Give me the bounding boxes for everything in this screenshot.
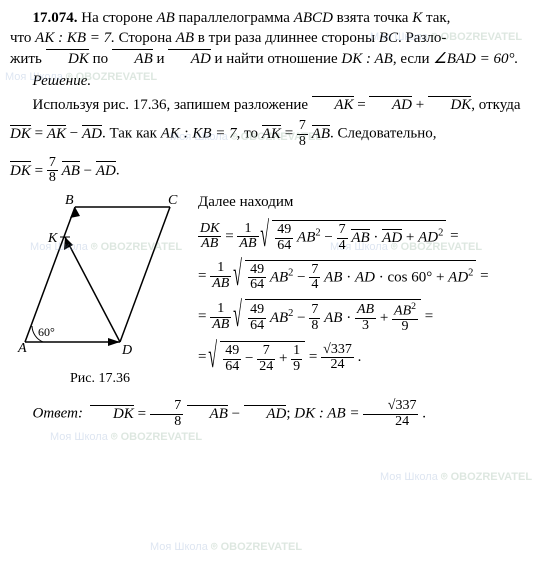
watermark: Моя Школа ⌾ OBOZREVATEL: [380, 470, 532, 485]
para-1: Используя рис. 17.36, запишем разложение…: [10, 95, 540, 115]
svg-text:60°: 60°: [38, 325, 55, 339]
figure-and-equations: A B C D K 60° Рис. 17.36 Далее находим D…: [10, 192, 540, 389]
figure-caption: Рис. 17.36: [10, 370, 190, 389]
svg-text:A: A: [17, 341, 27, 356]
watermark: Моя Школа ⌾ OBOZREVATEL: [50, 430, 202, 445]
parallelogram-svg: A B C D K 60°: [10, 192, 185, 362]
eq-line-1: DKAB = 1AB 4964 AB2 − 74 AB · AD + AD2 =: [198, 220, 540, 253]
eq-line-4: = 4964 − 724 + 19 = √33724 .: [198, 341, 540, 374]
problem-number: 17.074.: [33, 10, 78, 26]
further-text: Далее находим: [198, 192, 540, 212]
equations-column: Далее находим DKAB = 1AB 4964 AB2 − 74 A…: [190, 192, 540, 380]
svg-text:K: K: [47, 231, 58, 246]
svg-text:B: B: [65, 193, 74, 208]
para-2: DK = AK − AD. Так как AK : KB = 7, то AK…: [10, 119, 540, 149]
para-3: DK = 78 AB − AD.: [10, 156, 540, 186]
problem-statement: 17.074. На стороне AB параллелограмма AB…: [10, 8, 540, 69]
answer-line: Ответ: DK = 78 AB − AD; DK : AB = √33724…: [10, 399, 540, 429]
watermark: Моя Школа ⌾ OBOZREVATEL: [150, 540, 302, 555]
eq-line-2: = 1AB 4964 AB2 − 74 AB · AD · cos 60° + …: [198, 260, 540, 293]
eq-line-3: = 1AB 4964 AB2 − 78 AB · AB3 + AB29 =: [198, 299, 540, 335]
svg-text:C: C: [168, 193, 178, 208]
svg-text:D: D: [121, 343, 132, 358]
figure: A B C D K 60° Рис. 17.36: [10, 192, 190, 389]
solution-label: Решение.: [10, 71, 540, 91]
